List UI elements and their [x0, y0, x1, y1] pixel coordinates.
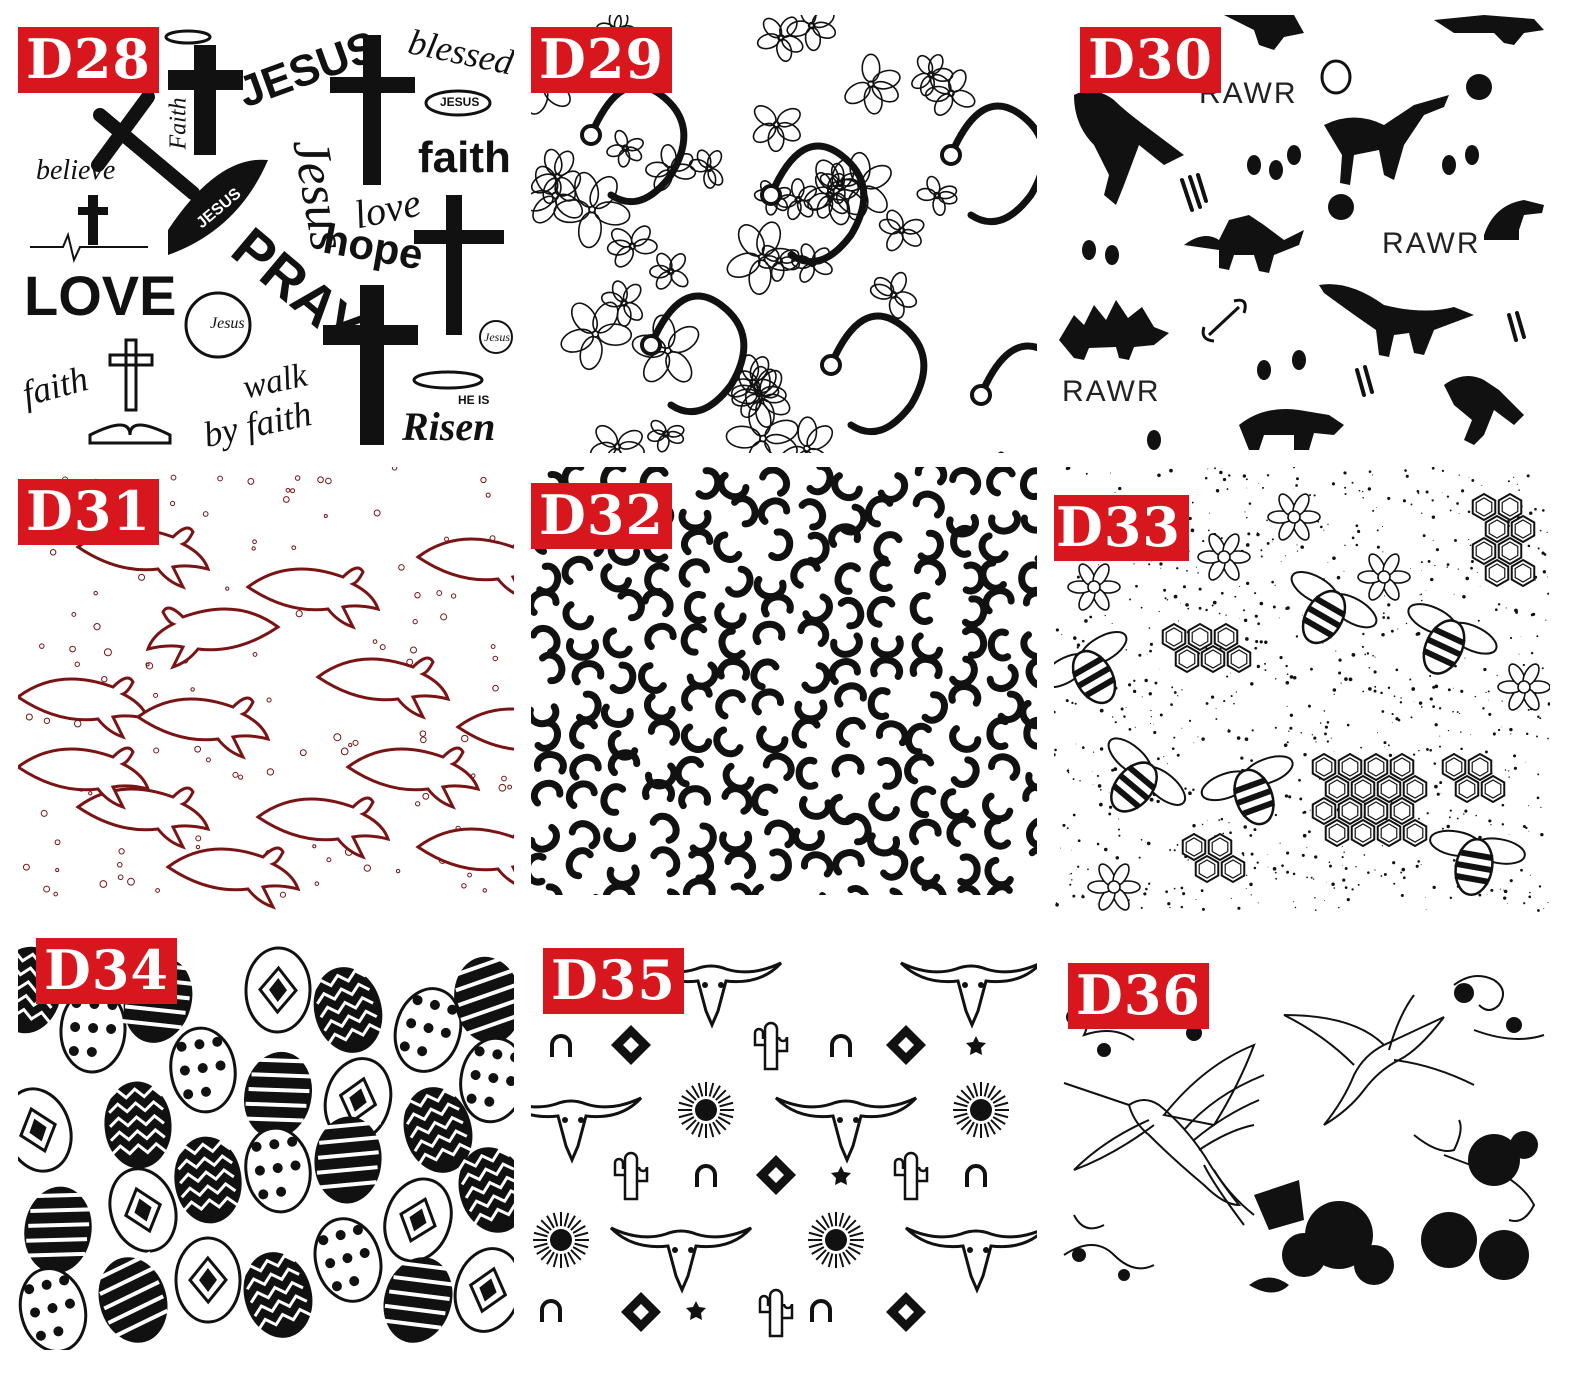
tile-d28: JESUS blessed Faith JESUS JESUS believe … [18, 15, 514, 453]
word-faith-script: Faith [165, 97, 192, 150]
tile-label: D29 [531, 27, 672, 93]
tile-label: D32 [531, 483, 672, 549]
tile-d30: RAWR RAWR RAWR D30 [1054, 15, 1550, 453]
leopard-print-pattern [531, 467, 1037, 895]
tile-label: D36 [1068, 963, 1209, 1029]
word-love-bold: LOVE [24, 264, 177, 327]
tile-label: D35 [543, 948, 684, 1014]
tile-d29: D29 [531, 15, 1037, 453]
floral-stethoscope-pattern [531, 15, 1037, 453]
tile-d31: D31 [18, 467, 514, 912]
word-rawr-3: RAWR [1062, 375, 1161, 408]
tile-label: D34 [36, 938, 177, 1004]
tile-d34: D34 [18, 930, 514, 1350]
word-risen: Risen [402, 404, 496, 449]
word-jesus-circle-2: Jesus [484, 330, 510, 344]
tile-d35: D35 [531, 940, 1037, 1342]
tile-d32: D32 [531, 467, 1037, 895]
dinosaur-pattern [1059, 15, 1544, 450]
tile-label: D30 [1080, 27, 1221, 93]
word-faith-bold: faith [418, 133, 511, 182]
tile-label: D33 [1054, 495, 1189, 561]
word-jesus-circle: Jesus [210, 315, 245, 332]
tile-d33: D33 [1054, 467, 1550, 912]
word-he-is: HE IS [458, 393, 490, 407]
easter-egg-pattern [18, 946, 514, 1350]
word-believe: believe [36, 155, 116, 186]
faith-pattern [30, 29, 513, 445]
tile-d36: D36 [1054, 955, 1550, 1310]
tile-label: D31 [18, 479, 159, 545]
western-pattern [531, 961, 1037, 1338]
tile-label: D28 [18, 27, 159, 93]
word-jesus-small-fish: JESUS [440, 95, 480, 109]
word-rawr-2: RAWR [1382, 227, 1481, 260]
